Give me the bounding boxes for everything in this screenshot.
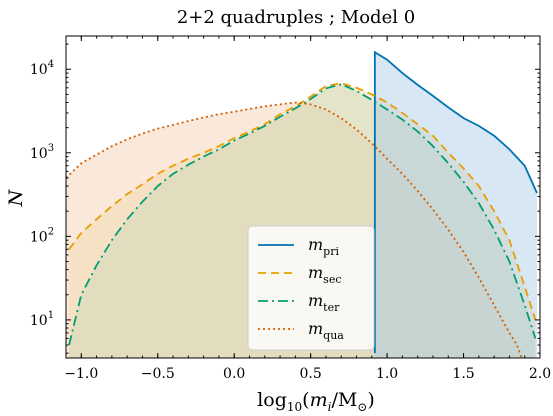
x-axis-label-log: log [257, 389, 287, 411]
x-axis-label-sun: ⊙ [357, 400, 367, 414]
line-m-sec [68, 82, 537, 321]
chart-title: 2+2 quadruples ; Model 0 [177, 7, 415, 28]
x-axis-label-slash: /M [331, 389, 357, 411]
series-lines [65, 50, 538, 359]
y-tick-label: 102 [30, 226, 54, 245]
legend-label-pri: mpri [308, 235, 339, 258]
x-tick-label: 0.5 [300, 366, 322, 382]
x-axis-label-base: 10 [287, 400, 302, 414]
y-tick-label: 104 [30, 59, 54, 78]
y-axis-ticks: 101 102 103 104 [30, 43, 540, 354]
x-axis-label-m: m [310, 389, 328, 411]
x-tick-label: 2.0 [529, 366, 551, 382]
x-axis-label-open: ( [302, 389, 309, 411]
legend-label-ter: mter [308, 291, 340, 314]
legend: mpri msec mter mqua [247, 225, 375, 351]
line-m-ter [68, 83, 537, 346]
x-axis-label-i: i [328, 400, 332, 414]
x-tick-label: 0.0 [223, 366, 245, 382]
y-tick-label: 101 [30, 310, 54, 329]
x-axis-ticks: −1.0 −0.5 0.0 0.5 1.0 1.5 2.0 [64, 36, 551, 382]
x-tick-label: 1.5 [452, 366, 474, 382]
legend-label-qua: mqua [308, 319, 344, 342]
x-tick-label: −0.5 [141, 366, 175, 382]
x-axis-label: log10(mi/M⊙) [257, 389, 375, 414]
x-tick-label: −1.0 [64, 366, 98, 382]
line-m-pri [373, 50, 538, 354]
y-tick-label: 103 [30, 143, 54, 162]
y-axis-label: N [5, 188, 27, 207]
x-tick-label: 1.0 [376, 366, 398, 382]
x-axis-label-close: ) [367, 389, 374, 411]
fill-m-sec [69, 83, 536, 358]
plot-frame [65, 35, 541, 359]
legend-label-sec: msec [308, 263, 342, 286]
legend-box [247, 225, 375, 351]
fill-m-pri [374, 52, 537, 358]
fill-m-ter [69, 84, 536, 358]
